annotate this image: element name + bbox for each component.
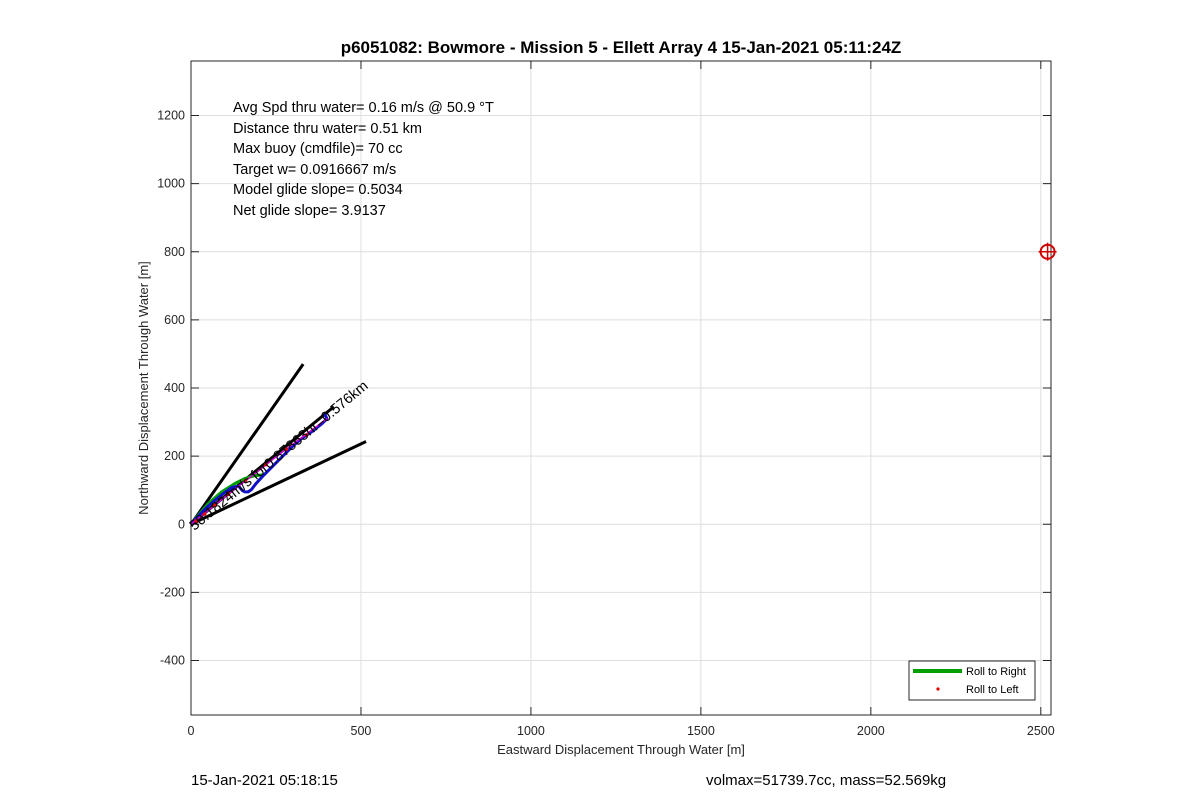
y-tick-label: 1000 [157,177,185,191]
chart-title: p6051082: Bowmore - Mission 5 - Ellett A… [341,38,902,57]
info-target-w: Target w= 0.0916667 m/s [233,162,396,178]
x-tick-label: 1500 [687,724,715,738]
roll-to-left-point [304,433,309,437]
x-tick-label: 0 [188,724,195,738]
x-tick-label: 500 [351,724,372,738]
roll-to-left-point [243,478,248,483]
info-model-glide-slope: Model glide slope= 0.5034 [233,182,403,198]
footer-volmax-mass: volmax=51739.7cc, mass=52.569kg [706,772,947,789]
x-tick-label: 2000 [857,724,885,738]
y-tick-label: -200 [160,585,185,599]
roll-to-left-point [194,519,198,523]
axis-ticks: 0 500 1000 1500 2000 2500 -400 -200 0 200 400 600 80… [157,61,1055,738]
y-axis-label: Northward Displacement Through Water [m] [136,261,151,515]
roll-to-left-point [212,503,217,508]
x-tick-label: 1000 [517,724,545,738]
magenta-track [191,417,328,525]
data-layer [191,363,367,526]
legend: Roll to Right Roll to Left [908,660,1036,701]
footer-timestamp: 15-Jan-2021 05:18:15 [191,772,338,789]
y-tick-label: 400 [164,381,185,395]
y-tick-label: 0 [178,517,185,531]
y-tick-label: -400 [160,654,185,668]
sector-line-lower [191,440,367,526]
info-avg-speed: Avg Spd thru water= 0.16 m/s @ 50.9 °T [233,100,494,116]
info-net-glide-slope: Net glide slope= 3.9137 [233,203,386,219]
legend-swatch-roll-left [936,687,940,691]
info-distance: Distance thru water= 0.51 km [233,121,422,137]
info-max-buoy: Max buoy (cmdfile)= 70 cc [233,141,403,157]
y-tick-label: 200 [164,449,185,463]
glider-track [191,413,329,526]
y-tick-label: 600 [164,313,185,327]
roll-to-left-point [202,512,207,516]
legend-label-roll-left: Roll to Left [966,684,1019,696]
roll-to-left-point [263,462,268,467]
roll-to-left-point [226,492,231,497]
info-text-block: Avg Spd thru water= 0.16 m/s @ 50.9 °T D… [233,100,494,219]
x-axis-label: Eastward Displacement Through Water [m] [497,742,745,757]
roll-to-left-point [284,447,288,452]
sector-line-upper [191,363,305,526]
grid-lines [190,61,1051,715]
y-tick-label: 1200 [157,109,185,123]
x-tick-label: 2500 [1027,724,1055,738]
legend-box [908,660,1036,701]
legend-label-roll-right: Roll to Right [966,666,1026,678]
y-tick-label: 800 [164,245,185,259]
